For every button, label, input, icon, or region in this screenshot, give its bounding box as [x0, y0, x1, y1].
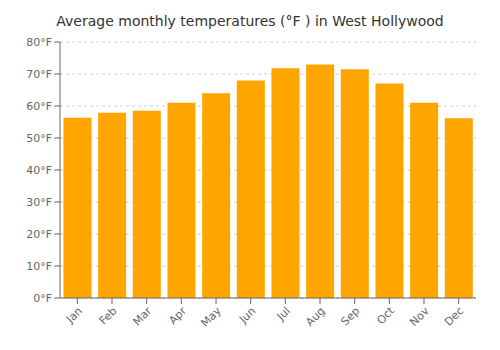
html-text:Average monthly temperatures (: Average monthly temperatures (°F ) in We…: [56, 13, 444, 29]
svg-text:May: May: [198, 304, 224, 330]
svg-text:70°F: 70°F: [26, 68, 52, 81]
svg-text:Apr: Apr: [166, 304, 189, 327]
svg-text:80°F: 80°F: [26, 36, 52, 49]
svg-text:40°F: 40°F: [26, 164, 52, 177]
svg-text:Oct: Oct: [374, 304, 397, 327]
svg-text:10°F: 10°F: [26, 260, 52, 273]
svg-text:Dec: Dec: [442, 304, 466, 328]
svg-text:Sep: Sep: [338, 304, 362, 328]
svg-text:30°F: 30°F: [26, 196, 52, 209]
svg-text:Feb: Feb: [97, 304, 120, 327]
svg-text:Jun: Jun: [236, 304, 258, 326]
svg-text:Mar: Mar: [130, 304, 154, 328]
svg-text:Jan: Jan: [63, 304, 85, 326]
svg-text:0°F: 0°F: [33, 292, 52, 305]
svg-text:Jul: Jul: [274, 304, 293, 323]
svg-text:50°F: 50°F: [26, 132, 52, 145]
svg-text:Nov: Nov: [407, 304, 432, 329]
svg-text:Aug: Aug: [303, 304, 327, 328]
svg-text:60°F: 60°F: [26, 100, 52, 113]
svg-text:20°F: 20°F: [26, 228, 52, 241]
